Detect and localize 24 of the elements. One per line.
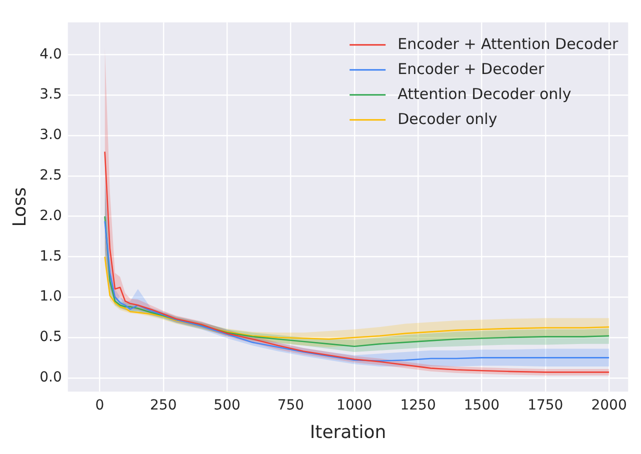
y-tick-label: 1.5 [40, 248, 62, 264]
y-tick-label: 4.0 [40, 46, 62, 62]
y-tick-label: 3.0 [40, 127, 62, 144]
x-tick-label: 1000 [336, 398, 372, 414]
x-tick-label: 750 [277, 398, 304, 414]
legend-label: Attention Decoder only [398, 84, 572, 103]
legend-label: Encoder + Attention Decoder [398, 34, 619, 53]
x-tick-label: 250 [150, 398, 177, 414]
y-tick-label: 0.0 [40, 370, 62, 386]
legend-label: Encoder + Decoder [398, 60, 545, 78]
x-tick-label: 0 [95, 398, 104, 414]
x-tick-label: 1750 [528, 398, 564, 414]
x-tick-label: 500 [214, 398, 240, 414]
legend-label: Decoder only [398, 110, 498, 128]
y-tick-label: 0.5 [40, 329, 62, 346]
x-tick-label: 2000 [591, 398, 627, 414]
x-tick-label: 1500 [464, 398, 500, 414]
x-tick-label: 1250 [400, 398, 436, 414]
y-axis-title: Loss [9, 187, 30, 227]
y-tick-label: 2.5 [40, 168, 62, 184]
y-tick-label: 2.0 [40, 208, 62, 224]
x-axis-title: Iteration [310, 422, 386, 443]
y-tick-label: 1.0 [40, 288, 62, 305]
y-tick-label: 3.5 [40, 86, 62, 103]
